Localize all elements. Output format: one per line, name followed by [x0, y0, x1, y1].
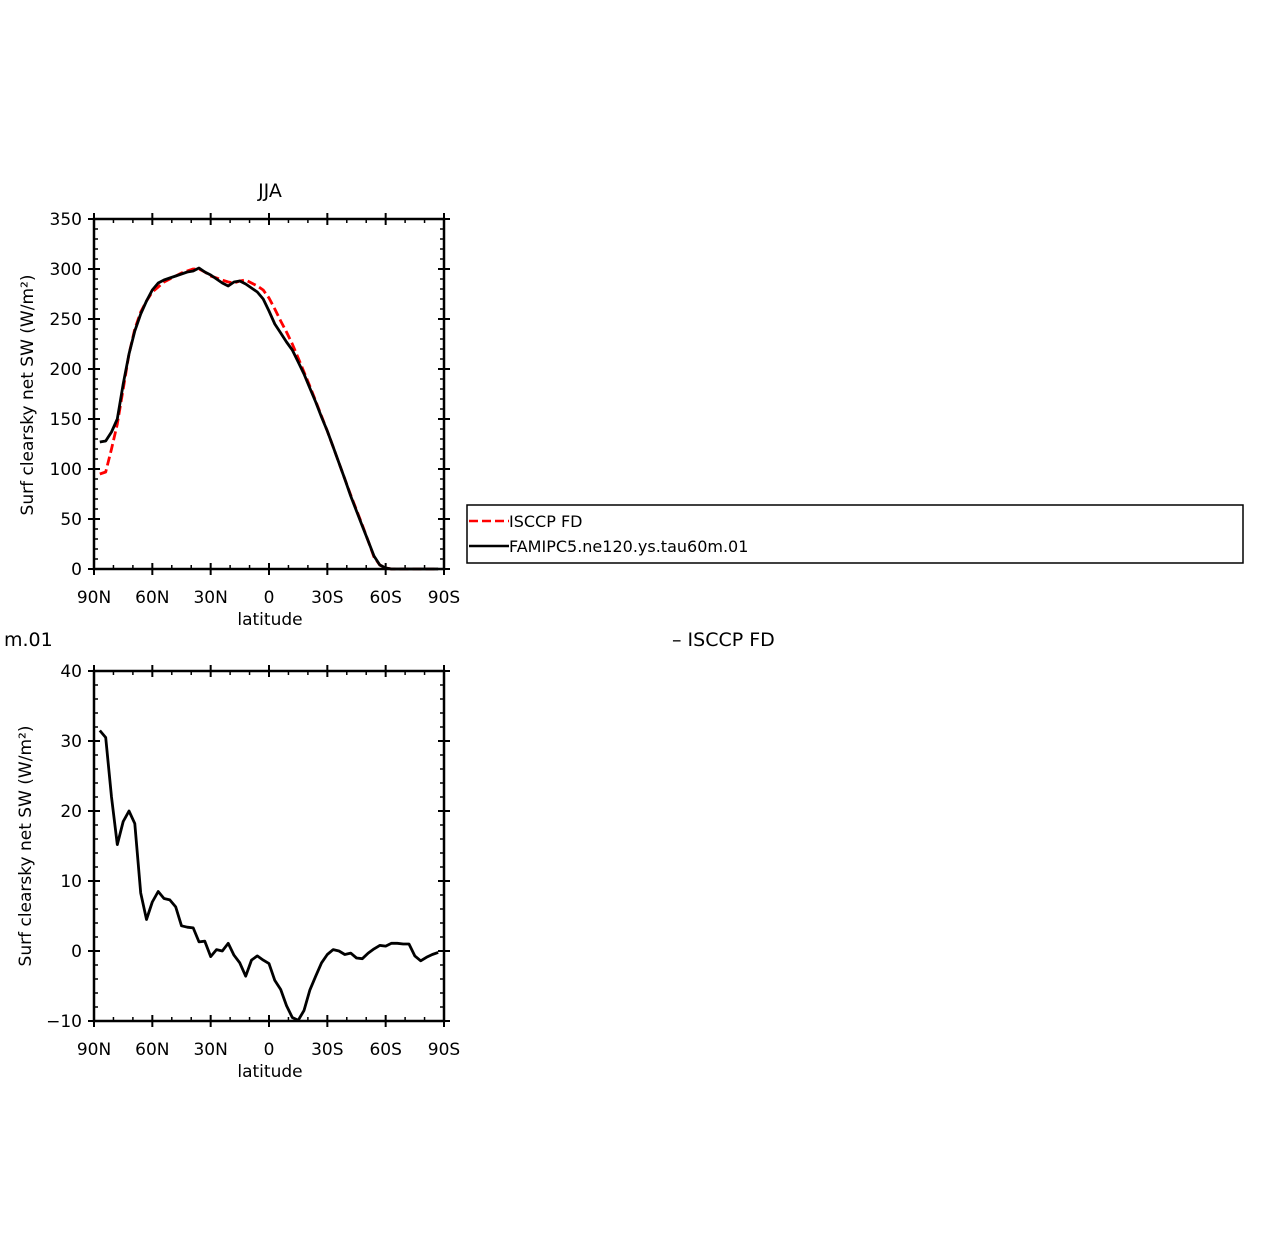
y-axis-label: Surf clearsky net SW (W/m²): [16, 726, 36, 967]
plot-frame: [92, 669, 446, 1023]
y-tick-label: 30: [60, 732, 82, 752]
x-axis-label: latitude: [237, 610, 302, 630]
y-tick-label: 150: [50, 410, 82, 430]
legend: ISCCP FD FAMIPC5.ne120.ys.tau60m.01: [466, 504, 1244, 564]
x-tick-label: 60N: [135, 1040, 169, 1060]
legend-label-isccp: ISCCP FD: [509, 512, 582, 531]
y-tick-label: 100: [50, 460, 82, 480]
y-tick-label: −10: [46, 1012, 82, 1032]
clipped-title-right: – ISCCP FD: [672, 629, 775, 651]
ticks-layer: 0 50 100 150 200 250 300 350 90N 60N 30N 0 30S 60S 90S: [50, 210, 461, 608]
x-tick-label: 60S: [369, 1040, 401, 1060]
legend-label-model: FAMIPC5.ne120.ys.tau60m.01: [509, 537, 748, 556]
y-tick-label: 300: [50, 260, 82, 280]
clipped-title-left: m.01: [4, 629, 53, 651]
x-tick-label: 60S: [369, 588, 401, 608]
chart-panel-bottom: −10 0 10 20 30 40 90N 60N 30N 0 30S 60S 90S latitude…: [16, 662, 460, 1082]
chart-title: JJA: [257, 180, 282, 202]
y-tick-label: 0: [71, 942, 82, 962]
y-tick-label: 40: [60, 662, 82, 682]
y-tick-label: 20: [60, 802, 82, 822]
x-tick-label: 60N: [135, 588, 169, 608]
chart-panel-top: JJA 0 50 100 150 200 250 300 350 90N 60N 30N 0 30S 60…: [18, 180, 460, 630]
y-tick-label: 350: [50, 210, 82, 230]
y-axis-label: Surf clearsky net SW (W/m²): [18, 275, 38, 516]
series-layer: [98, 729, 439, 1022]
series-line-panel1-0: [98, 729, 439, 1022]
y-tick-label: 50: [60, 510, 82, 530]
x-axis-label: latitude: [237, 1062, 302, 1082]
legend-frame: [466, 504, 1244, 564]
y-tick-label: 0: [71, 560, 82, 580]
y-tick-label: 250: [50, 310, 82, 330]
x-tick-label: 0: [264, 588, 275, 608]
x-tick-label: 30N: [193, 588, 227, 608]
x-tick-label: 30N: [193, 1040, 227, 1060]
x-tick-label: 30S: [311, 1040, 343, 1060]
x-tick-label: 90S: [428, 1040, 460, 1060]
x-tick-label: 90N: [77, 1040, 111, 1060]
x-tick-label: 90S: [428, 588, 460, 608]
x-tick-label: 30S: [311, 588, 343, 608]
x-tick-label: 90N: [77, 588, 111, 608]
ticks-layer: −10 0 10 20 30 40 90N 60N 30N 0 30S 60S 90S: [46, 662, 460, 1060]
plot-frame: [92, 217, 446, 571]
y-tick-label: 10: [60, 872, 82, 892]
series-line-famipc5-ne120-ys-tau60m-01: [99, 266, 439, 571]
x-tick-label: 0: [264, 1040, 275, 1060]
series-layer: [99, 266, 439, 571]
y-tick-label: 200: [50, 360, 82, 380]
